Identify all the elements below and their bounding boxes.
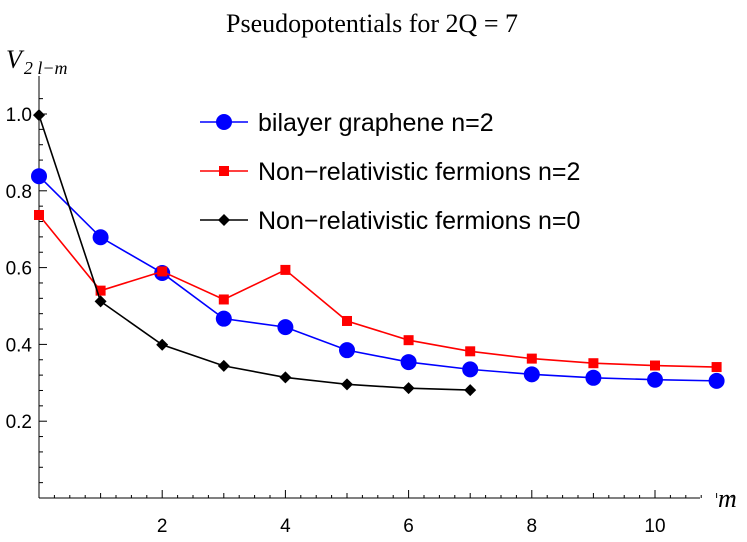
data-point	[462, 361, 479, 378]
data-point	[33, 109, 45, 122]
series-line	[38, 175, 717, 382]
data-point	[215, 310, 232, 327]
data-point	[92, 229, 109, 246]
data-point	[708, 372, 725, 389]
data-point	[465, 346, 476, 357]
y-tick-label: 0.4	[6, 335, 33, 356]
data-point	[218, 294, 229, 305]
legend-label-nonrel-n2: Non−relativistic fermions n=2	[258, 158, 580, 186]
series-line	[38, 214, 717, 368]
series-2	[33, 109, 477, 397]
y-tick-label: 1.0	[6, 105, 32, 126]
x-tick-label: 8	[527, 516, 538, 537]
data-point	[95, 285, 106, 296]
data-point	[650, 360, 660, 371]
data-point	[342, 315, 352, 326]
data-point	[526, 353, 537, 364]
series-1	[34, 209, 722, 373]
y-tick-label: 0.8	[6, 182, 32, 203]
y-tick-label: 0.2	[6, 412, 32, 433]
data-point	[339, 342, 355, 359]
data-point	[585, 369, 602, 386]
axis-ticks: 2 4 6 8 10 0.2 0.4 0.6 0.8 1.0	[6, 98, 733, 537]
data-point	[711, 362, 722, 373]
data-point	[402, 382, 415, 395]
legend-entry-nonrel-n0: Non−relativistic fermions n=0	[200, 207, 580, 235]
data-point	[403, 335, 414, 346]
x-axis-label: m	[718, 484, 737, 513]
data-point	[157, 266, 168, 277]
data-point	[400, 354, 417, 371]
data-point	[94, 295, 107, 308]
y-tick-label: 0.6	[6, 259, 32, 280]
series-0	[31, 168, 725, 389]
data-point	[279, 371, 292, 384]
legend-label-bilayer: bilayer graphene n=2	[258, 109, 494, 137]
x-tick-label: 6	[403, 516, 414, 537]
data-point	[588, 358, 599, 369]
data-point	[31, 168, 47, 185]
x-tick-label: 2	[157, 516, 168, 537]
data-point	[156, 338, 169, 351]
data-point	[523, 366, 540, 383]
legend: bilayer graphene n=2 Non−relativistic fe…	[200, 109, 580, 235]
legend-entry-bilayer: bilayer graphene n=2	[200, 109, 494, 137]
legend-label-nonrel-n0: Non−relativistic fermions n=0	[258, 207, 580, 235]
chart-title: Pseudopotentials for 2Q = 7	[226, 9, 518, 38]
x-tick-label: 4	[280, 516, 291, 537]
legend-entry-nonrel-n2: Non−relativistic fermions n=2	[200, 158, 580, 186]
data-point	[464, 384, 477, 397]
series-line	[38, 114, 471, 391]
data-point	[647, 371, 663, 388]
data-point	[217, 359, 230, 372]
data-point	[341, 378, 353, 391]
x-tick-label: 10	[644, 516, 665, 537]
data-point	[34, 209, 44, 220]
data-point	[277, 319, 294, 336]
data-point	[280, 264, 291, 275]
series-layer	[31, 109, 725, 397]
